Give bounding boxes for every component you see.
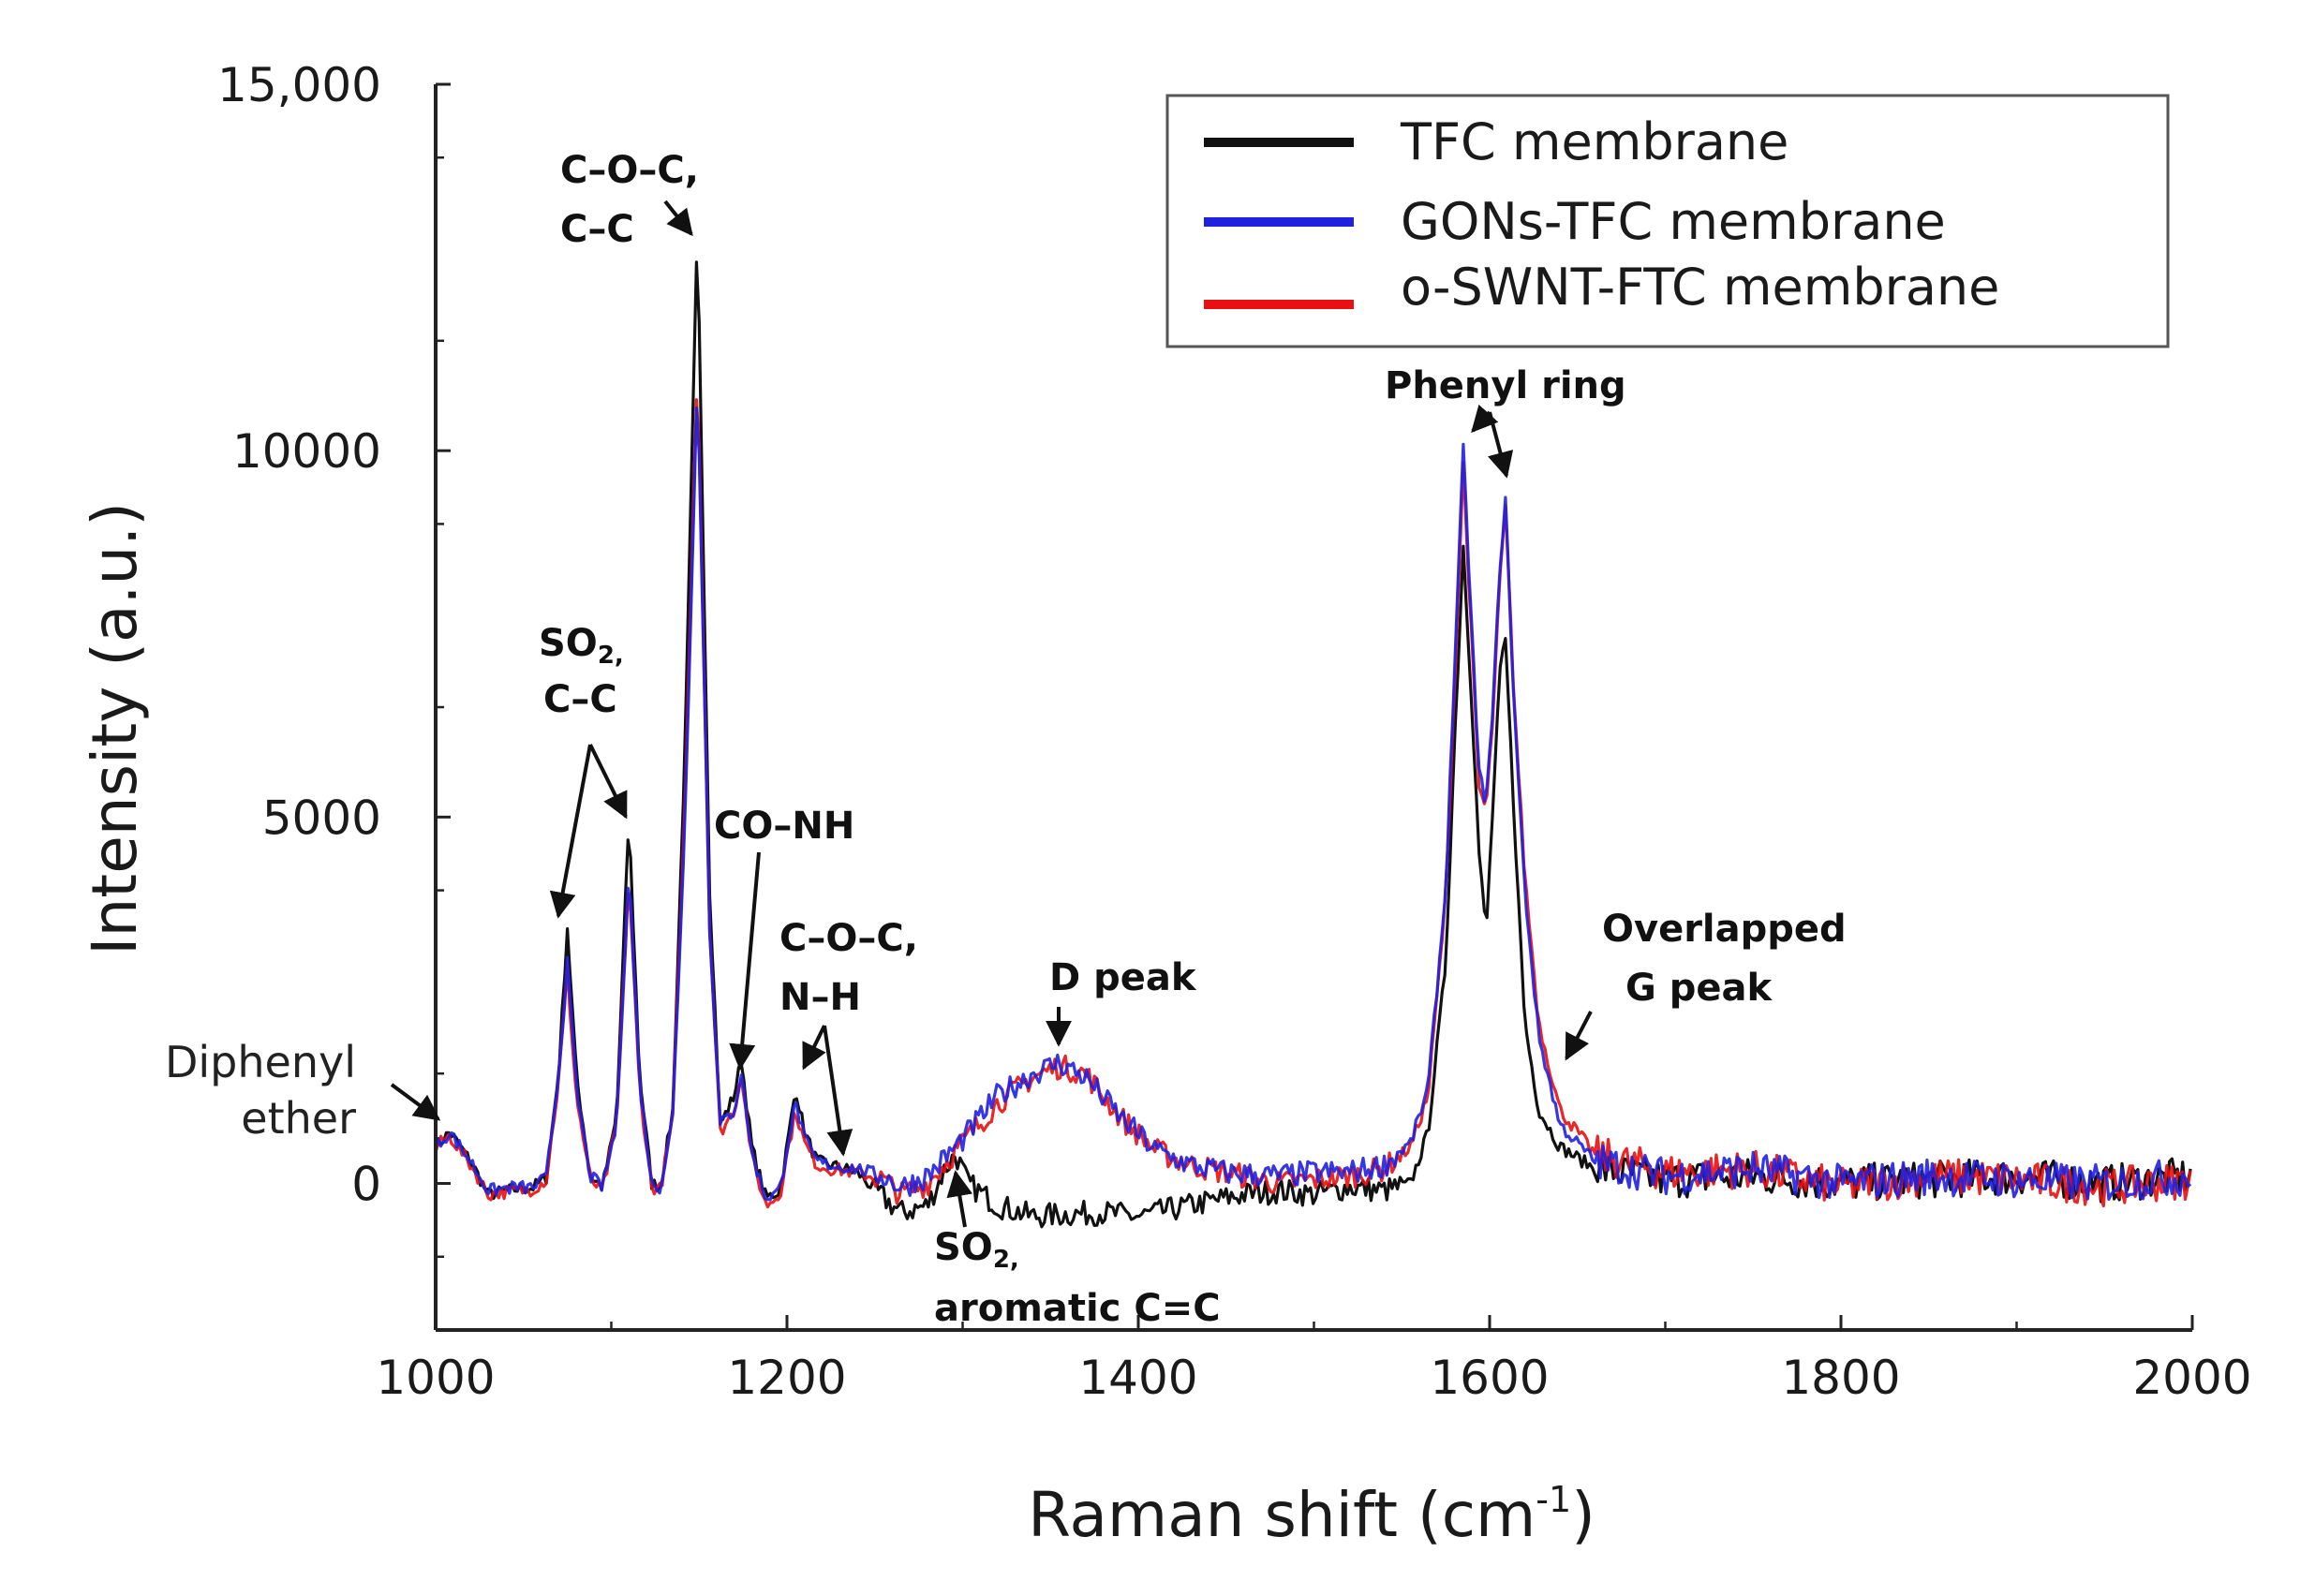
x-axis-title: Raman shift (cm-1) xyxy=(1028,1479,1595,1551)
annotation-coc-nh-arrow-1 xyxy=(802,1025,826,1071)
x-tick-label: 1000 xyxy=(376,1351,495,1405)
y-axis-title: Intensity (a.u.) xyxy=(79,502,151,955)
x-axis-title-close: ) xyxy=(1571,1479,1595,1551)
legend-label-tfc: TFC membrane xyxy=(1400,112,1788,171)
x-tick-label: 1800 xyxy=(1781,1351,1900,1405)
annotation-so2-cc-line2: C–C xyxy=(543,678,617,721)
annotation-coc-nh-line1: C–O–C, xyxy=(779,917,918,960)
annotation-so2-arom-so: SO xyxy=(934,1226,993,1269)
series-line-0 xyxy=(434,260,2192,1229)
ticks-layer: 1000 1200 1400 1600 1800 2000 0 5000 10000 15,000 xyxy=(217,58,2252,1405)
annotation-conh: CO–NH xyxy=(714,805,854,848)
annotation-overlapped-line2: G peak xyxy=(1625,967,1773,1010)
y-tick-label: 5000 xyxy=(262,791,381,845)
annotation-so2-arom-line1: SO2, xyxy=(934,1226,1019,1274)
annotation-so2-arrow-2 xyxy=(588,744,628,820)
annotation-so2-arom-line2: aromatic C=C xyxy=(934,1287,1221,1330)
x-tick-label: 1600 xyxy=(1430,1351,1549,1405)
annotation-overlapped-arrow xyxy=(1565,1011,1593,1061)
annotation-coc-cc-line1: C–O–C, xyxy=(560,149,699,192)
y-tick-label: 0 xyxy=(351,1158,381,1212)
annotation-diphenyl-arrow xyxy=(390,1083,441,1121)
x-tick-label: 2000 xyxy=(2132,1351,2251,1405)
annotation-coc-cc-arrow xyxy=(663,200,693,237)
annotation-so2-arom-sub: 2, xyxy=(993,1246,1019,1274)
annotation-diphenyl-line1: Diphenyl xyxy=(165,1037,356,1087)
legend: TFC membrane GONs-TFC membrane o-SWNT-FT… xyxy=(1165,94,2170,348)
annotation-overlapped-line1: Overlapped xyxy=(1602,908,1847,951)
annotation-d-peak: D peak xyxy=(1049,956,1197,999)
annotation-so2-arom-arrow xyxy=(946,1170,973,1228)
x-axis-title-main: Raman shift (cm xyxy=(1028,1479,1536,1551)
annotations: Diphenyl ether SO2, C–C C–O–C, C–C CO–NH… xyxy=(165,149,1847,1330)
annotation-so2-cc-so: SO xyxy=(539,622,598,665)
series-line-2 xyxy=(434,398,2192,1209)
annotation-diphenyl-line2: ether xyxy=(241,1093,356,1144)
x-tick-label: 1200 xyxy=(727,1351,846,1405)
annotation-phenyl-ring: Phenyl ring xyxy=(1385,364,1626,407)
x-axis-title-sup: -1 xyxy=(1536,1479,1571,1520)
legend-label-gons: GONs-TFC membrane xyxy=(1401,192,1946,251)
series-layer xyxy=(434,260,2192,1229)
series-line-1 xyxy=(434,406,2192,1202)
annotation-phenyl-arrow-2 xyxy=(1488,411,1514,479)
x-tick-label: 1400 xyxy=(1078,1351,1197,1405)
legend-label-oswnt: o-SWNT-FTC membrane xyxy=(1401,258,1999,317)
annotation-so2-arrow-1 xyxy=(549,744,592,919)
annotation-conh-arrow xyxy=(729,851,761,1071)
annotation-coc-nh-line2: N–H xyxy=(779,976,861,1019)
y-tick-label: 10000 xyxy=(232,424,381,479)
annotation-phenyl-arrow-1 xyxy=(1471,404,1499,434)
annotation-so2-cc-sub: 2, xyxy=(598,642,624,670)
annotation-so2-cc-line1: SO2, xyxy=(539,622,624,670)
annotation-coc-cc-line2: C–C xyxy=(560,208,634,251)
y-tick-label: 15,000 xyxy=(217,58,381,112)
annotation-coc-nh-arrow-2 xyxy=(823,1025,853,1157)
